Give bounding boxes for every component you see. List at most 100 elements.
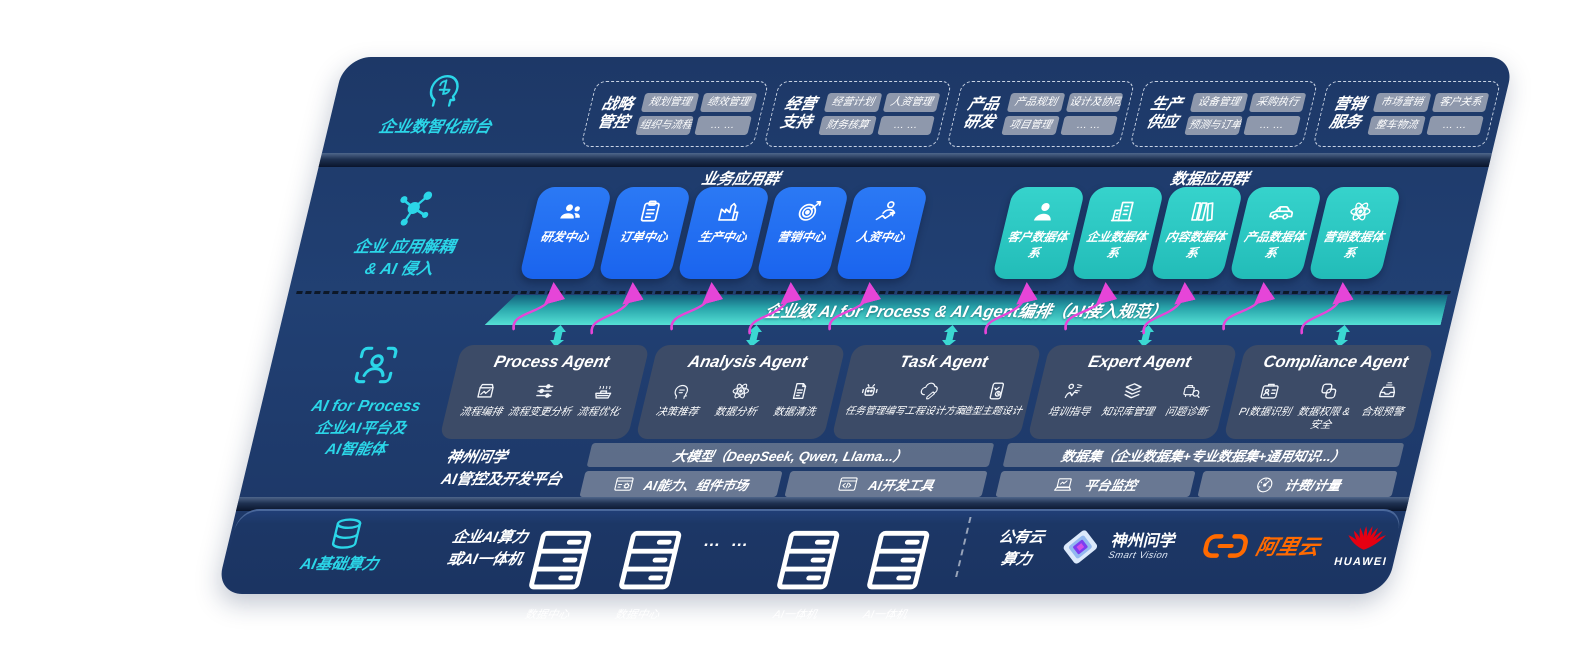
agent-item-label: 合规预警: [1359, 406, 1405, 418]
chip[interactable]: 客户关系: [1431, 93, 1490, 112]
tile-label: 营销数据体系: [1322, 230, 1386, 260]
chip[interactable]: 绩效管理: [699, 93, 758, 112]
link-lock-icon: [1315, 380, 1342, 402]
chip[interactable]: 组织与流程: [635, 116, 694, 135]
agent-item-label: 培训指导: [1046, 406, 1092, 418]
platform-row: 神州问学 AI管控及开发平台 大模型（DeepSeek, Qwen, Llama…: [238, 441, 1422, 501]
tile-label: 客户数据体系: [1006, 230, 1070, 260]
dataset-group: 数据集（企业数据集+专业数据集+通用知识...） 平台监控 计费/计量: [995, 443, 1405, 497]
aliyun-bracket-icon: [1199, 532, 1252, 560]
chip[interactable]: … …: [693, 116, 752, 135]
chip[interactable]: 预测与订单: [1184, 116, 1243, 135]
chip[interactable]: … …: [876, 116, 935, 135]
tile-hr-center[interactable]: 人资中心: [834, 187, 929, 279]
chip[interactable]: 规划管理: [640, 93, 699, 112]
tile-label: 企业数据体系: [1085, 230, 1149, 260]
chip[interactable]: 人资管理: [882, 93, 941, 112]
tile-order-center[interactable]: 订单中心: [597, 187, 692, 279]
aliyun-name: 阿里云: [1253, 536, 1323, 559]
tile-customer-data[interactable]: 客户数据体系: [991, 187, 1086, 279]
public-cloud-label: 公有云 算力: [973, 527, 1065, 571]
agent-item-label: 流程编排: [458, 406, 504, 418]
agent-item-label: 数据权限 & 安全: [1296, 406, 1352, 432]
analysis-agent-card[interactable]: Analysis Agent 决策推荐 数据分析 数据清洗: [635, 345, 846, 439]
atom-icon: [727, 380, 754, 402]
gauge-icon: [1252, 474, 1278, 495]
books-icon: [1185, 198, 1218, 225]
datacenter-node: 数据中心: [506, 521, 608, 622]
chip[interactable]: 产品规划: [1006, 93, 1065, 112]
scan-person-icon: [345, 340, 407, 390]
group-operations: 经营支持 经营计划 人资管理 财务核算 … …: [763, 81, 953, 147]
agent-item-label: 任务管理: [843, 406, 887, 417]
chip[interactable]: 经营计划: [823, 93, 882, 112]
tile-label: 内容数据体系: [1164, 230, 1228, 260]
task-agent-card[interactable]: Task Agent 任务管理 编写工程设计方案 造型主题设计: [831, 345, 1042, 439]
node-label: 数据中心: [613, 609, 661, 621]
front-office-label-block: 企业数智化前台: [347, 67, 534, 139]
server-icon: [602, 521, 699, 599]
tile-content-data[interactable]: 内容数据体系: [1149, 187, 1244, 279]
chip[interactable]: 市场营销: [1372, 93, 1431, 112]
tile-product-data[interactable]: 产品数据体系: [1228, 187, 1323, 279]
tile-marketing-data[interactable]: 营销数据体系: [1307, 187, 1402, 279]
molecule-icon: [385, 185, 442, 231]
agent-item-label: 流程优化: [575, 406, 621, 418]
tile-production-center[interactable]: 生产中心: [676, 187, 771, 279]
server-icon: [512, 521, 609, 599]
tile-enterprise-data[interactable]: 企业数据体系: [1070, 187, 1165, 279]
billing-metering-cell[interactable]: 计费/计量: [1197, 471, 1398, 497]
front-office-label: 企业数智化前台: [377, 119, 494, 136]
platform-monitor-cell[interactable]: 平台监控: [995, 471, 1196, 497]
cell-label: AI开发工具: [866, 477, 936, 493]
expert-agent-card[interactable]: Expert Agent 培训指导 知识库管理 问题诊断: [1027, 345, 1238, 439]
chip[interactable]: 财务核算: [818, 116, 877, 135]
data-group-title: 数据应用群: [1168, 171, 1251, 188]
factory-icon: [712, 198, 745, 225]
agent-title: Analysis Agent: [686, 353, 810, 371]
cell-label: 计费/计量: [1283, 477, 1343, 493]
huawei-name: HUAWEI: [1332, 556, 1389, 568]
atom-icon: [1343, 198, 1376, 225]
ai-appliance-node: AI一体机: [844, 521, 946, 622]
building-icon: [1106, 198, 1139, 225]
agent-item-label: 知识库管理: [1100, 406, 1156, 418]
chip[interactable]: 采购执行: [1248, 93, 1307, 112]
chip[interactable]: … …: [1425, 116, 1484, 135]
chip[interactable]: 设计及协同: [1065, 93, 1124, 112]
diagnose-icon: [1178, 380, 1205, 402]
tile-rd-center[interactable]: 研发中心: [518, 187, 613, 279]
compliance-agent-card[interactable]: Compliance Agent PI数据识别 数据权限 & 安全 合规预警: [1223, 345, 1434, 439]
tile-label: 研发中心: [539, 230, 591, 244]
tile-label: 产品数据体系: [1243, 230, 1307, 260]
chip[interactable]: … …: [1242, 116, 1301, 135]
tile-marketing-center[interactable]: 营销中心: [755, 187, 850, 279]
cell-label: AI能力、组件市场: [642, 477, 751, 493]
pink-connector-arrows: [512, 281, 1354, 335]
node-label: 数据中心: [523, 609, 571, 621]
chip[interactable]: 设备管理: [1189, 93, 1248, 112]
ai-devtools-cell[interactable]: AI开发工具: [784, 471, 988, 497]
business-tiles: 研发中心 订单中心 生产中心 营销中心 人资中心: [518, 187, 929, 279]
app-layer-label-block: 企业 应用解耦 & AI 侵入: [311, 185, 504, 280]
database-icon: [323, 515, 370, 553]
cell-label: 平台监控: [1082, 477, 1139, 493]
front-office-groups: 战略管控 规划管理 绩效管理 组织与流程 … … 经营支持 经营计划 人资管理 …: [580, 81, 1502, 147]
head-brain-icon: [417, 67, 472, 111]
chip[interactable]: 整车物流: [1367, 116, 1426, 135]
ellipsis-nodes: … …: [701, 531, 754, 550]
group-production-supply: 生产供应 设备管理 采购执行 预测与订单 … …: [1129, 81, 1319, 147]
layers-icon: [1119, 380, 1146, 402]
trainer-icon: [1060, 380, 1087, 402]
chip[interactable]: … …: [1059, 116, 1118, 135]
ai-capability-cell[interactable]: AI能力、组件市场: [579, 471, 783, 497]
model-group: 大模型（DeepSeek, Qwen, Llama...） AI能力、组件市场 …: [579, 443, 995, 497]
agent-item-label: PI数据识别: [1237, 406, 1293, 418]
head-chat-icon: [668, 380, 695, 402]
ai-layer-label-block: AI for Process 企业AI平台及 AI智能体: [268, 340, 467, 460]
chip[interactable]: 项目管理: [1001, 116, 1060, 135]
process-agent-card[interactable]: Process Agent 流程编排 流程变更分析 流程优化: [439, 345, 650, 439]
group-title: 营销服务: [1327, 96, 1368, 131]
public-cloud-line1: 公有云: [997, 529, 1047, 546]
